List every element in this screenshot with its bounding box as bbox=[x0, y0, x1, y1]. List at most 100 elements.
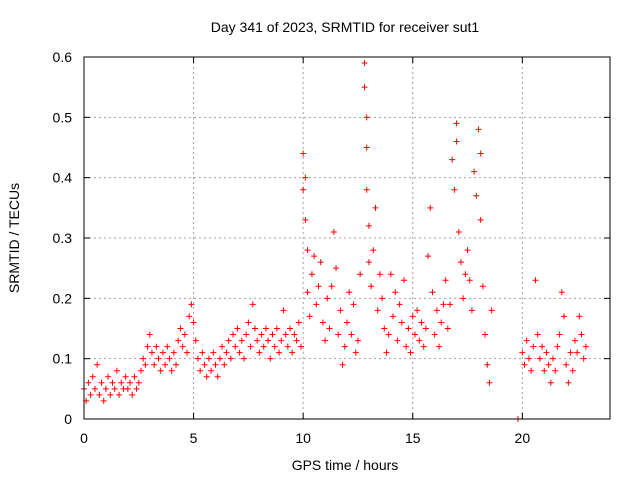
data-point bbox=[532, 277, 539, 284]
data-point bbox=[177, 325, 184, 332]
x-axis-tick-labels: 0 5 10 15 20 bbox=[80, 430, 530, 446]
data-point bbox=[547, 379, 554, 386]
y-tick-label: 0.2 bbox=[53, 290, 73, 306]
data-point bbox=[451, 186, 458, 193]
data-point bbox=[146, 331, 153, 338]
data-point bbox=[357, 271, 364, 278]
data-point bbox=[304, 289, 311, 296]
data-point bbox=[484, 361, 491, 368]
data-point bbox=[482, 331, 489, 338]
data-point bbox=[387, 271, 394, 278]
data-point bbox=[111, 385, 118, 392]
data-point bbox=[571, 337, 578, 344]
y-tick-label: 0.6 bbox=[53, 49, 73, 65]
data-point bbox=[273, 325, 280, 332]
data-point bbox=[574, 349, 581, 356]
data-point bbox=[181, 331, 188, 338]
data-point bbox=[319, 319, 326, 326]
data-point bbox=[464, 247, 471, 254]
data-point bbox=[556, 331, 563, 338]
data-point bbox=[565, 379, 572, 386]
data-point bbox=[278, 337, 285, 344]
data-point bbox=[567, 349, 574, 356]
grid-lines bbox=[84, 57, 610, 419]
data-point bbox=[455, 228, 462, 235]
data-point bbox=[525, 355, 532, 362]
x-tick-label: 20 bbox=[515, 430, 531, 446]
data-point bbox=[346, 289, 353, 296]
data-point bbox=[414, 307, 421, 314]
data-point bbox=[479, 283, 486, 290]
data-point bbox=[403, 343, 410, 350]
data-point bbox=[361, 60, 368, 67]
data-point bbox=[287, 325, 294, 332]
data-point bbox=[129, 391, 136, 398]
data-point bbox=[159, 349, 166, 356]
data-point bbox=[324, 295, 331, 302]
data-point bbox=[254, 337, 261, 344]
data-point bbox=[137, 367, 144, 374]
data-point bbox=[530, 343, 537, 350]
data-point bbox=[405, 325, 412, 332]
data-point bbox=[214, 373, 221, 380]
data-point bbox=[440, 301, 447, 308]
data-points bbox=[81, 60, 589, 422]
chart-title: Day 341 of 2023, SRMTID for receiver sut… bbox=[211, 19, 480, 35]
data-point bbox=[368, 283, 375, 290]
data-point bbox=[352, 349, 359, 356]
data-point bbox=[425, 253, 432, 260]
data-point bbox=[262, 325, 269, 332]
data-point bbox=[199, 349, 206, 356]
data-point bbox=[157, 367, 164, 374]
data-point bbox=[247, 343, 254, 350]
data-point bbox=[304, 247, 311, 254]
data-point bbox=[317, 259, 324, 266]
data-point bbox=[330, 228, 337, 235]
data-point bbox=[131, 373, 138, 380]
data-point bbox=[383, 349, 390, 356]
data-point bbox=[436, 343, 443, 350]
data-point bbox=[221, 361, 228, 368]
x-tick-label: 15 bbox=[405, 430, 421, 446]
data-point bbox=[422, 325, 429, 332]
data-point bbox=[539, 343, 546, 350]
data-point bbox=[173, 361, 180, 368]
data-point bbox=[100, 397, 107, 404]
data-point bbox=[554, 343, 561, 350]
data-point bbox=[523, 337, 530, 344]
data-point bbox=[569, 367, 576, 374]
data-point bbox=[350, 301, 357, 308]
data-point bbox=[477, 150, 484, 157]
data-point bbox=[179, 343, 186, 350]
data-point bbox=[560, 313, 567, 320]
data-point bbox=[267, 355, 274, 362]
data-point bbox=[232, 343, 239, 350]
data-point bbox=[365, 222, 372, 229]
data-point bbox=[210, 349, 217, 356]
data-point bbox=[438, 319, 445, 326]
data-point bbox=[521, 361, 528, 368]
data-point bbox=[348, 331, 355, 338]
data-point bbox=[216, 355, 223, 362]
data-point bbox=[223, 349, 230, 356]
data-point bbox=[341, 343, 348, 350]
data-point bbox=[379, 295, 386, 302]
data-point bbox=[96, 391, 103, 398]
data-point bbox=[184, 349, 191, 356]
data-point bbox=[151, 361, 158, 368]
data-point bbox=[164, 343, 171, 350]
data-point bbox=[269, 331, 276, 338]
data-point bbox=[372, 204, 379, 211]
data-point bbox=[576, 313, 583, 320]
data-point bbox=[400, 277, 407, 284]
data-point bbox=[276, 349, 283, 356]
data-point bbox=[354, 337, 361, 344]
data-point bbox=[390, 313, 397, 320]
data-point bbox=[98, 379, 105, 386]
data-point bbox=[260, 343, 267, 350]
data-point bbox=[429, 289, 436, 296]
data-point bbox=[519, 349, 526, 356]
data-point bbox=[240, 355, 247, 362]
data-point bbox=[453, 120, 460, 127]
